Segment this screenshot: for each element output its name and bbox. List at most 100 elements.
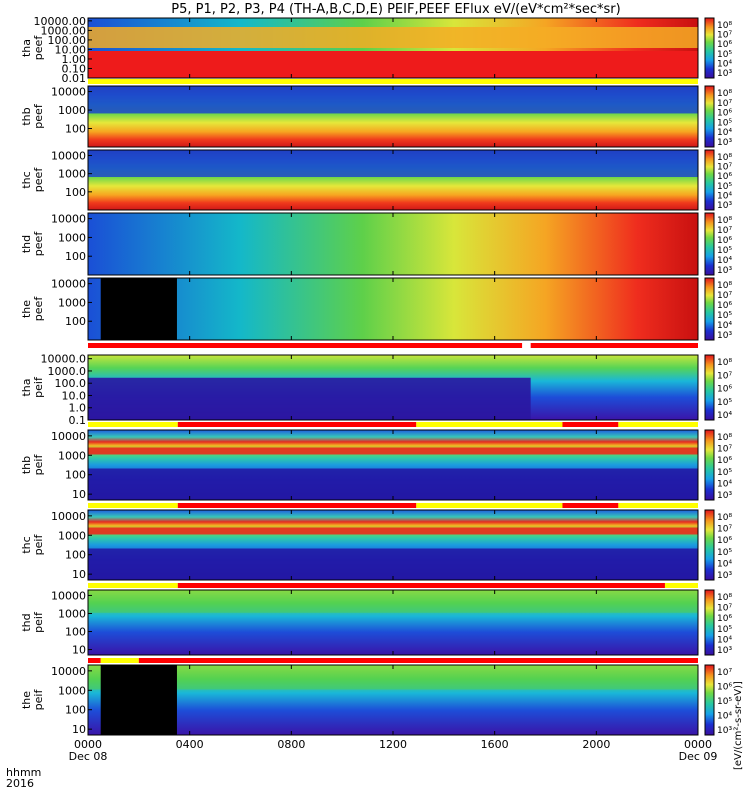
mode-bar-segment [177,583,665,588]
colorbar-tick-label: 10³ [717,201,732,211]
colorbar [704,17,715,79]
y-tick-label: 1000 [58,449,86,462]
colorbar-tick-label: 10⁴ [717,321,732,331]
colorbar-tick-label: 10⁴ [717,128,732,138]
y-tick-label: 100 [65,186,86,199]
colorbar-tick-label: 10⁸ [717,21,732,31]
mode-bar-segment [88,658,101,663]
colorbar-tick-label: 10⁷ [717,604,732,614]
mode-bar-segment [138,658,699,663]
panel-instrument-label: peef [32,167,45,193]
y-tick-label: 10000 [51,665,86,678]
colorbar-tick-label: 10⁷ [717,99,732,109]
figure-title: P5, P1, P2, P3, P4 (TH-A,B,C,D,E) PEIF,P… [171,2,620,17]
panel-instrument-label: peif [32,454,45,476]
y-tick-label: 0.10 [62,62,87,75]
y-tick-label: 100 [65,469,86,482]
y-tick-label: 1.0 [69,402,87,415]
colorbar-tick-label: 10⁷ [717,371,732,381]
colorbar-tick-label: 10⁸ [717,89,732,99]
spectrogram-band [88,27,698,48]
colorbar-tick-label: 10³ [717,646,732,656]
y-tick-label: 1000 [58,684,86,697]
x-tick-date-label: Dec 09 [679,750,718,763]
panel-probe-label: thc [20,536,33,553]
colorbar [704,85,715,148]
mode-bar-segment [177,422,417,427]
colorbar [704,509,715,581]
mode-bar-segment [177,503,417,508]
colorbar-tick-label: 10⁷ [717,668,732,678]
x-tick-label: 0400 [176,738,204,751]
colorbar-tick-label: 10⁵ [717,182,732,192]
spectrogram-band [88,468,698,500]
y-tick-label: 10000.0 [41,353,87,366]
colorbar-tick-label: 10⁴ [717,635,732,645]
colorbar-tick-label: 10⁵ [717,50,732,60]
y-tick-label: 1000 [58,231,86,244]
data-gap [100,665,177,735]
mode-bar-segment [88,503,178,508]
colorbar-tick-label: 10⁴ [717,411,732,421]
colorbar-tick-label: 10⁴ [717,712,732,722]
colorbar-tick-label: 10⁶ [717,236,732,246]
colorbar-tick-label: 10⁸ [717,358,732,368]
y-tick-label: 1000.0 [48,365,87,378]
colorbar-tick-label: 10⁶ [717,385,732,395]
y-tick-label: 100.0 [55,377,87,390]
spectrogram-image [88,278,698,340]
spectrogram-band [88,665,698,690]
colorbar-tick-label: 10⁴ [717,191,732,201]
colorbar-tick-label: 10⁷ [717,31,732,41]
spectrogram-image [88,213,698,275]
colorbar [704,149,715,211]
colorbar [704,664,715,736]
y-tick-label: 100 [65,704,86,717]
colorbar [704,589,715,656]
y-tick-label: 10.0 [62,389,87,402]
colorbar-tick-label: 10³ [717,726,732,736]
spectrogram-band [88,86,698,114]
y-tick-label: 1000 [58,296,86,309]
colorbar-tick-label: 10⁷ [717,525,732,535]
colorbar [704,212,715,276]
x-tick-label: 1200 [379,738,407,751]
x-tick-label: 1600 [481,738,509,751]
panel-the-peif: 10000 1000 100 10 the peif 10⁷ 10⁶ 10⁵ 10⁴ 10³ [20,664,732,736]
colorbar-tick-label: 10⁵ [717,398,732,408]
colorbar-tick-label: 10⁵ [717,697,732,707]
spectrogram-band [88,51,698,78]
panel-probe-label: thd [20,235,33,253]
y-tick-label: 1.00 [62,53,87,66]
spectrogram-band [88,548,698,580]
y-tick-label: 100 [65,626,86,639]
mode-bar-segment [562,422,619,427]
mode-bar-segment [88,343,523,348]
x-tick-label: 0000 [74,738,102,751]
panel-instrument-label: peif [32,689,45,711]
y-tick-label: 100.00 [48,34,87,47]
colorbar-tick-label: 10⁷ [717,445,732,455]
colorbar-tick-label: 10³ [717,266,732,276]
colorbar-tick-label: 10⁶ [717,301,732,311]
y-tick-label: 10 [72,568,86,581]
mode-bar-segment [416,503,563,508]
y-tick-label: 1000 [58,607,86,620]
colorbar-tick-label: 10⁶ [717,614,732,624]
colorbar-tick-label: 10⁸ [717,281,732,291]
panel-probe-label: thd [20,613,33,631]
panel-instrument-label: peif [32,534,45,556]
y-tick-label: 1000.00 [41,24,87,37]
spectrogram-band [88,527,698,535]
panel-instrument-label: peif [32,611,45,633]
panel-instrument-label: peef [32,103,45,129]
panel-probe-label: the [20,300,33,318]
y-tick-label: 1000 [58,168,86,181]
colorbar-tick-label: 10⁷ [717,291,732,301]
